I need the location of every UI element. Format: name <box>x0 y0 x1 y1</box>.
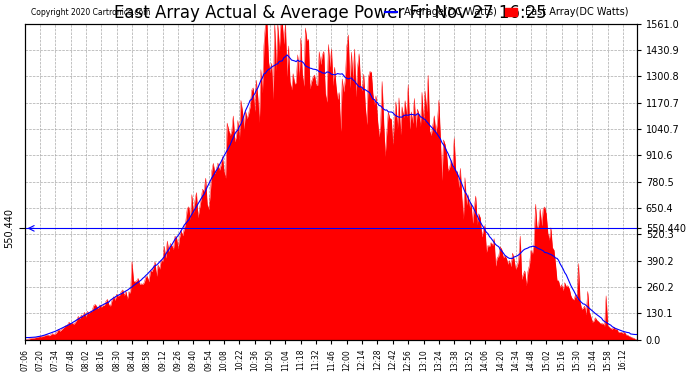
Text: Copyright 2020 Cartronics.com: Copyright 2020 Cartronics.com <box>31 8 150 17</box>
Title: East Array Actual & Average Power Fri Nov 27 16:25: East Array Actual & Average Power Fri No… <box>115 4 547 22</box>
Legend: Average(DC Watts), East Array(DC Watts): Average(DC Watts), East Array(DC Watts) <box>381 3 632 21</box>
